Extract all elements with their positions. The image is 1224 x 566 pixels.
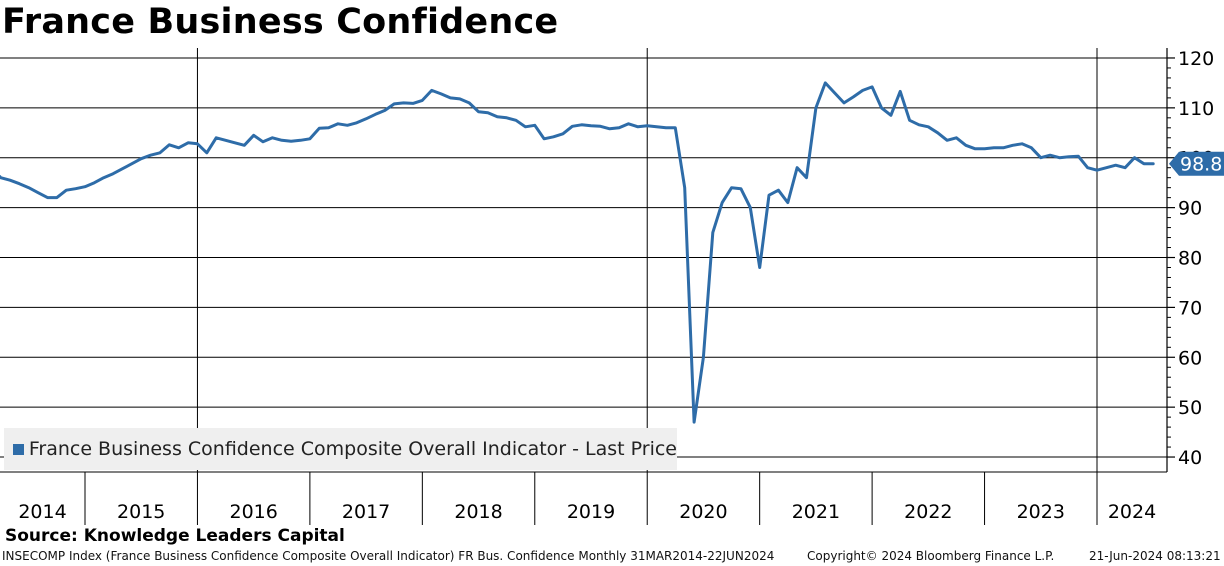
- x-year-label: 2019: [567, 501, 615, 523]
- source-text: Source: Knowledge Leaders Capital: [5, 526, 345, 546]
- y-tick-label: 60: [1178, 347, 1202, 369]
- y-tick-label: 80: [1178, 248, 1202, 270]
- series-line: [0, 81, 1155, 424]
- footer-description: INSECOMP Index (France Business Confiden…: [2, 549, 775, 563]
- footer-copyright: Copyright© 2024 Bloomberg Finance L.P.: [807, 549, 1055, 563]
- y-tick-label: 110: [1178, 98, 1214, 120]
- gridlines: [0, 57, 1167, 473]
- x-year-label: 2022: [904, 501, 952, 523]
- last-price-value: 98.8: [1180, 154, 1222, 176]
- year-dividers: [84, 48, 1098, 525]
- y-tick-label: 50: [1178, 397, 1202, 419]
- legend-swatch: [13, 443, 24, 455]
- x-year-label: 2017: [342, 501, 390, 523]
- y-tick-label: 120: [1178, 48, 1214, 70]
- y-tick-label: 40: [1178, 447, 1202, 469]
- x-year-label: 2021: [792, 501, 840, 523]
- legend-label: France Business Confidence Composite Ove…: [28, 438, 677, 460]
- legend: France Business Confidence Composite Ove…: [4, 428, 677, 470]
- x-year-label: 2023: [1017, 501, 1065, 523]
- last-price-badge: [1169, 151, 1224, 176]
- x-year-label: 2020: [679, 501, 727, 523]
- y-tick-label: 70: [1178, 297, 1202, 319]
- last-price-label: 98.8: [1169, 151, 1224, 176]
- x-year-label: 2024: [1108, 501, 1156, 523]
- x-year-label: 2018: [454, 501, 502, 523]
- chart-title: France Business Confidence: [2, 2, 559, 42]
- y-tick-label: 90: [1178, 198, 1202, 220]
- x-axis-year-labels: 2014 2015 2016 2017 2018 2019 2020 2021 2022 2023…: [18, 501, 1156, 523]
- footer-timestamp: 21-Jun-2024 08:13:21: [1089, 549, 1221, 563]
- x-year-label: 2014: [18, 501, 66, 523]
- series-group: [0, 81, 1155, 424]
- x-year-label: 2015: [117, 501, 165, 523]
- x-year-label: 2016: [229, 501, 277, 523]
- y-axis: 405060708090100110120: [1166, 48, 1214, 472]
